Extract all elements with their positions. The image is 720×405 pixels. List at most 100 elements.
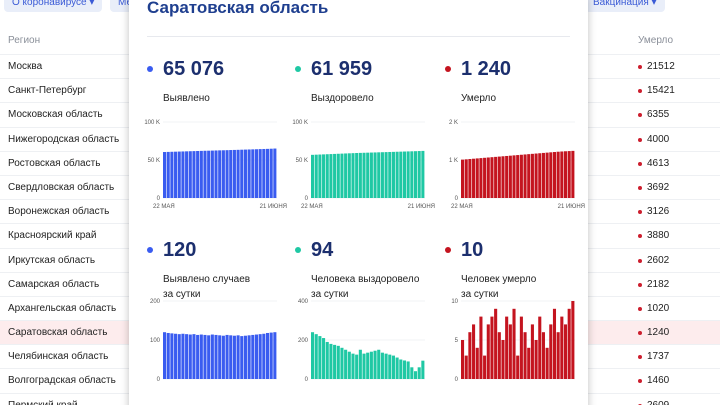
chart-bar[interactable] (325, 154, 329, 198)
chart-bar[interactable] (519, 316, 523, 379)
chart-bar[interactable] (262, 148, 266, 198)
chart-bar[interactable] (344, 153, 348, 198)
chart-bar[interactable] (355, 153, 359, 198)
chart-bar[interactable] (508, 324, 512, 379)
chart-bar[interactable] (369, 351, 373, 379)
chart-bar[interactable] (475, 347, 479, 379)
chart-bar[interactable] (358, 152, 362, 198)
chart-bar[interactable] (571, 301, 575, 379)
chart-bar[interactable] (181, 333, 185, 379)
chart-bar[interactable] (549, 152, 553, 198)
chart-bar[interactable] (273, 332, 277, 379)
chart-bar[interactable] (567, 308, 571, 379)
chart-bar[interactable] (265, 148, 270, 198)
chart-bar[interactable] (218, 335, 222, 379)
chart-bar[interactable] (251, 334, 255, 379)
header-died[interactable]: Умерло (638, 35, 674, 46)
chart-bar[interactable] (413, 151, 418, 198)
chart-bar[interactable] (240, 336, 244, 379)
chart-bar[interactable] (366, 352, 370, 379)
chart-bar[interactable] (333, 344, 337, 380)
chart-bar[interactable] (177, 334, 181, 379)
chart-bar[interactable] (472, 324, 476, 379)
chart-bar[interactable] (358, 349, 362, 379)
chart-bar[interactable] (461, 159, 465, 198)
chart-bar[interactable] (210, 150, 214, 198)
chart-bar[interactable] (265, 332, 270, 379)
filter-vaccination[interactable]: Вакцинация ▾ (585, 0, 665, 12)
chart-bar[interactable] (421, 150, 425, 198)
chart-bar[interactable] (166, 151, 170, 198)
chart-bar[interactable] (497, 156, 501, 198)
chart-bar[interactable] (163, 152, 167, 198)
chart-bar[interactable] (391, 355, 395, 379)
chart-bar[interactable] (247, 149, 251, 198)
chart-bar[interactable] (340, 153, 344, 198)
chart-bar[interactable] (314, 334, 318, 379)
chart-bar[interactable] (196, 150, 200, 198)
chart-bar[interactable] (254, 334, 259, 379)
chart-bar[interactable] (240, 149, 244, 198)
chart-bar[interactable] (273, 148, 277, 198)
chart-bar[interactable] (170, 151, 174, 198)
chart-bar[interactable] (538, 316, 542, 379)
chart-bar[interactable] (395, 357, 399, 379)
chart-bar[interactable] (366, 152, 370, 198)
chart-bar[interactable] (490, 316, 494, 379)
chart-bar[interactable] (534, 153, 538, 198)
chart-bar[interactable] (475, 158, 479, 198)
chart-bar[interactable] (362, 353, 366, 379)
chart-bar[interactable] (214, 150, 218, 198)
chart-bar[interactable] (421, 360, 425, 379)
chart-bar[interactable] (483, 157, 487, 198)
chart-bar[interactable] (486, 157, 490, 198)
chart-bar[interactable] (512, 308, 516, 379)
chart-bar[interactable] (181, 151, 185, 198)
chart-bar[interactable] (199, 334, 203, 379)
chart-bar[interactable] (247, 335, 251, 379)
chart-bar[interactable] (380, 152, 384, 198)
chart-bar[interactable] (508, 155, 512, 198)
chart-bar[interactable] (479, 158, 483, 198)
chart-bar[interactable] (464, 355, 468, 379)
chart-bar[interactable] (538, 153, 542, 198)
chart-bar[interactable] (318, 336, 322, 379)
chart-bar[interactable] (351, 353, 355, 379)
chart-bar[interactable] (185, 334, 189, 379)
chart-bar[interactable] (225, 334, 229, 379)
chart-bar[interactable] (516, 155, 520, 198)
chart-bar[interactable] (560, 316, 564, 379)
chart-bar[interactable] (269, 332, 273, 379)
chart-bar[interactable] (192, 151, 196, 198)
header-region[interactable]: Регион (8, 35, 41, 46)
chart-bar[interactable] (258, 334, 262, 379)
chart-bar[interactable] (523, 154, 527, 198)
chart-bar[interactable] (333, 153, 337, 198)
chart-bar[interactable] (336, 345, 340, 379)
chart-bar[interactable] (388, 151, 392, 198)
chart-bar[interactable] (207, 335, 211, 379)
chart-bar[interactable] (355, 354, 359, 380)
chart-bar[interactable] (410, 151, 414, 198)
chart-bar[interactable] (174, 333, 178, 379)
chart-bar[interactable] (347, 351, 351, 379)
chart-bar[interactable] (472, 158, 476, 198)
chart-bar[interactable] (166, 332, 170, 379)
filter-coronavirus[interactable]: О коронавирусе ▾ (4, 0, 103, 12)
chart-bar[interactable] (322, 154, 326, 198)
chart-bar[interactable] (329, 343, 333, 379)
chart-bar[interactable] (232, 335, 236, 379)
chart-bar[interactable] (163, 332, 167, 379)
chart-bar[interactable] (402, 151, 407, 198)
chart-bar[interactable] (545, 347, 549, 379)
chart-bar[interactable] (490, 157, 494, 198)
chart-bar[interactable] (501, 340, 505, 379)
chart-bar[interactable] (170, 333, 174, 379)
chart-bar[interactable] (523, 332, 527, 379)
chart-bar[interactable] (417, 151, 421, 198)
chart-bar[interactable] (501, 156, 505, 198)
chart-bar[interactable] (351, 153, 355, 198)
chart-bar[interactable] (527, 347, 531, 379)
chart-bar[interactable] (479, 316, 483, 379)
chart-bar[interactable] (391, 151, 395, 198)
